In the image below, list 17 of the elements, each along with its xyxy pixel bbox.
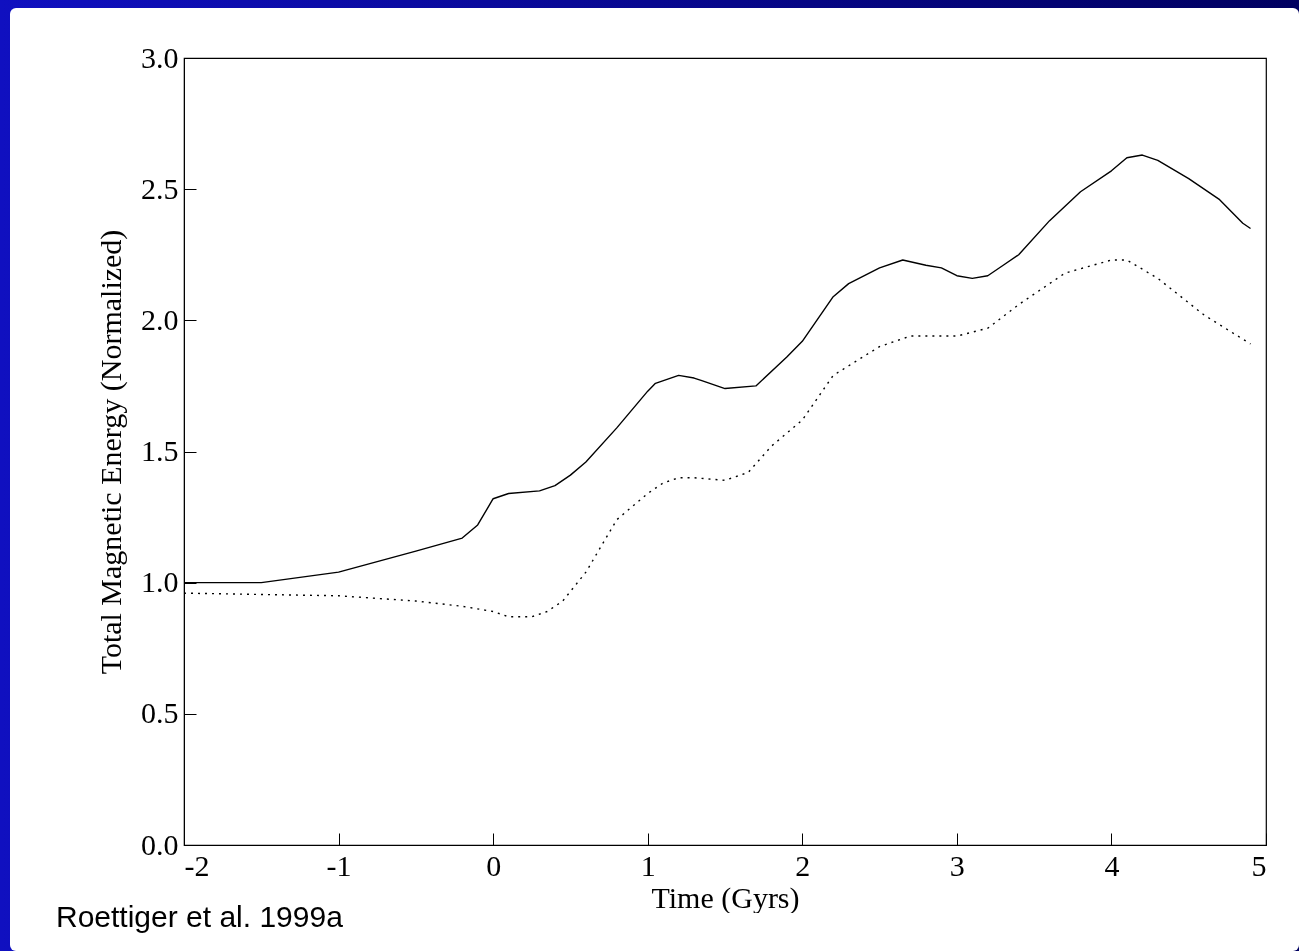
x-tick-label: 2 xyxy=(795,848,811,882)
y-tick-label: 1.0 xyxy=(141,565,179,599)
y-tick-label: 2.5 xyxy=(141,171,179,205)
y-tick-label: 0.0 xyxy=(141,827,179,861)
y-tick-label: 3.0 xyxy=(141,40,179,74)
y-tick-label: 2.0 xyxy=(141,302,179,336)
y-tick-label: 1.5 xyxy=(141,434,179,467)
x-tick-label: 5 xyxy=(1251,848,1267,882)
x-tick-label: -1 xyxy=(326,848,352,882)
y-tick-label: 0.5 xyxy=(141,696,179,730)
text: Roettiger et al. 1999a xyxy=(56,900,343,934)
x-tick-label: 3 xyxy=(949,848,965,882)
x-tick-label: -2 xyxy=(184,848,210,882)
y-axis-title: Total Magnetic Energy (Normalized) xyxy=(94,229,128,675)
x-tick-label: 0 xyxy=(486,848,502,882)
x-tick-label: 1 xyxy=(640,848,656,882)
x-tick-label: 4 xyxy=(1104,848,1120,882)
